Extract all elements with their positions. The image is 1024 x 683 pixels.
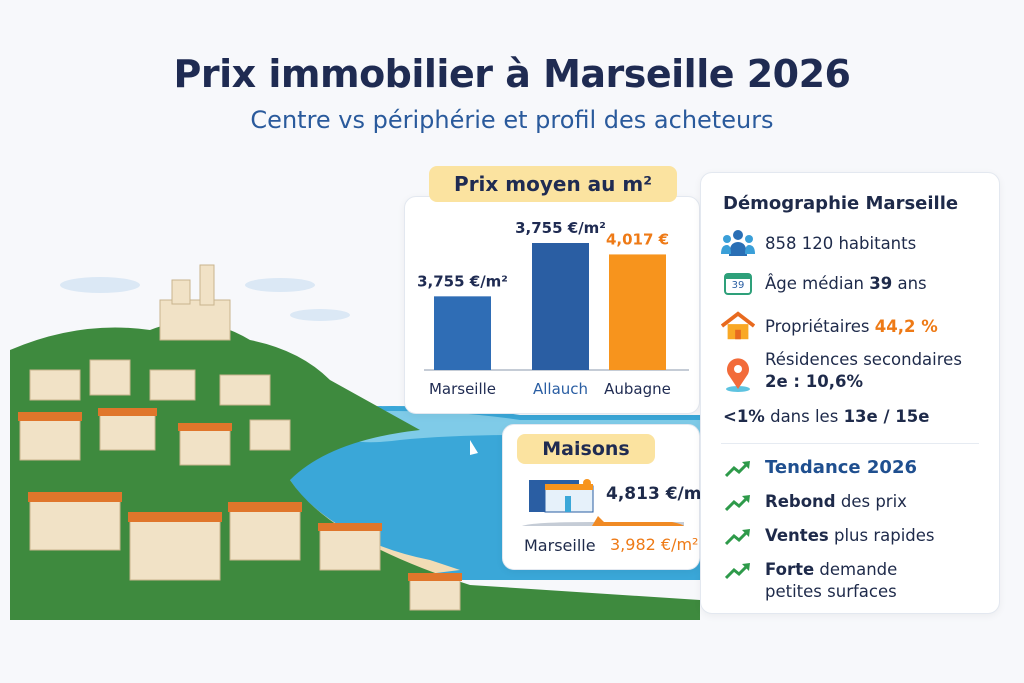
price-chart-title: Prix moyen au m² [429, 166, 677, 202]
trend-up-icon [721, 457, 755, 478]
owners-label: Propriétaires [765, 316, 870, 336]
trend-item-bold: Ventes [765, 526, 829, 545]
maisons-price: 4,813 €/m² [606, 484, 709, 504]
category-label-marseille: Marseille [429, 380, 496, 398]
data-label-aubagne: 4,017 € [606, 230, 669, 248]
maisons-city-price: 3,982 €/m² [610, 535, 699, 554]
age-row: 39 Âge médian 39 ans [721, 271, 927, 295]
age-suffix: ans [897, 273, 927, 293]
category-label-allauch: Allauch [533, 380, 588, 398]
low-share-row: <1% dans les 13e / 15e [723, 407, 929, 426]
calendar-number: 39 [731, 280, 745, 291]
trend-header: Tendance 2026 [721, 457, 917, 479]
demographics-card: Démographie Marseille 858 120 habitants … [700, 172, 1000, 614]
secondary-label: Résidences secondaires [765, 350, 962, 369]
trend-item-text: demande [819, 560, 898, 579]
trend-up-icon [721, 525, 755, 546]
location-pin-icon [721, 349, 755, 393]
calendar-icon: 39 [721, 271, 755, 295]
home-icon [721, 311, 755, 341]
population-row: 858 120 habitants [721, 229, 916, 257]
bar-aubagne [609, 254, 666, 370]
trend-item-text: des prix [840, 492, 907, 511]
bar-allauch [532, 243, 589, 370]
bar-marseille [434, 296, 491, 370]
secondary-value: 2e : 10,6% [765, 372, 864, 391]
trend-title: Tendance 2026 [765, 457, 917, 478]
trend-item-bold: Forte [765, 560, 815, 579]
trend-item: Forte demande petites surfaces [721, 559, 897, 603]
price-bar-chart: 3,755 €/m² Marseille 3,755 €/m² Allauch 4,01… [417, 219, 689, 398]
population-text: 858 120 habitants [765, 233, 917, 253]
trend-up-icon [721, 559, 755, 580]
category-label-aubagne: Aubagne [604, 380, 671, 398]
demographics-title: Démographie Marseille [723, 193, 959, 214]
maisons-city: Marseille [524, 536, 596, 555]
low-prefix: <1% [723, 407, 765, 426]
trend-item-text: plus rapides [833, 526, 935, 545]
owners-row: Propriétaires 44,2 % [721, 311, 938, 341]
data-label-allauch: 3,755 €/m² [515, 219, 606, 237]
trend-item-line2: petites surfaces [765, 582, 897, 601]
secondary-row: Résidences secondaires 2e : 10,6% [721, 349, 962, 393]
low-text: dans les [770, 407, 839, 426]
page-subtitle: Centre vs périphérie et profil des achet… [250, 106, 774, 134]
people-icon [721, 229, 755, 257]
owners-value: 44,2 % [874, 316, 938, 336]
price-range-bar [522, 516, 684, 526]
house-icon [529, 479, 594, 513]
trend-item: Ventes plus rapides [721, 525, 935, 547]
divider [721, 443, 979, 444]
age-value: 39 [869, 273, 893, 293]
low-value: 13e / 15e [843, 407, 930, 426]
page-title: Prix immobilier à Marseille 2026 [173, 52, 852, 96]
trend-item: Rebond des prix [721, 491, 907, 513]
maisons-title: Maisons [517, 434, 655, 464]
age-prefix: Âge médian [765, 273, 865, 293]
trend-item-bold: Rebond [765, 492, 836, 511]
data-label-marseille: 3,755 €/m² [417, 272, 508, 290]
trend-up-icon [721, 491, 755, 512]
